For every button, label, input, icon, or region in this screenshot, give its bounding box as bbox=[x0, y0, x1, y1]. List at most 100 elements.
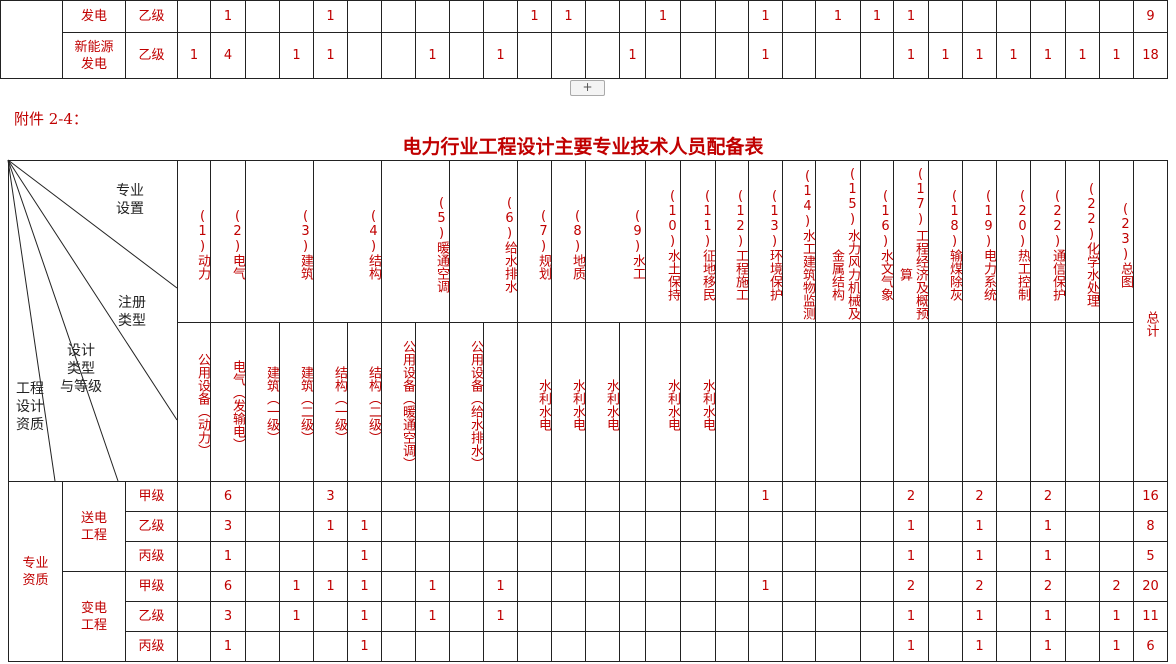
value-cell: 1 bbox=[893, 541, 929, 572]
group-number: (19) bbox=[981, 188, 996, 249]
group-name: 地质 bbox=[570, 254, 585, 280]
grade-cell: 乙级 bbox=[125, 32, 178, 79]
value-cell: 1 bbox=[962, 541, 997, 572]
empty-cell bbox=[177, 0, 211, 33]
value-cell: 1 bbox=[1030, 601, 1066, 632]
value-cell: 1 bbox=[313, 32, 348, 79]
value-cell: 1 bbox=[347, 601, 382, 632]
empty-cell bbox=[619, 631, 646, 662]
value-cell: 1 bbox=[210, 631, 246, 662]
section-line: 工程 bbox=[80, 617, 107, 633]
value-cell: 1 bbox=[893, 32, 929, 79]
group-header: (18) 输煤除灰 bbox=[928, 160, 963, 323]
section-line: 工程 bbox=[80, 527, 107, 543]
empty-cell bbox=[1099, 541, 1134, 572]
empty-cell bbox=[715, 0, 749, 33]
value-cell: 2 bbox=[1030, 481, 1066, 512]
category-line: 发电 bbox=[80, 9, 107, 24]
empty-cell bbox=[245, 601, 280, 632]
group-name: 动力 bbox=[195, 254, 210, 280]
empty-cell bbox=[415, 0, 450, 33]
corner-line: 类型 bbox=[67, 361, 95, 377]
empty-cell bbox=[1099, 481, 1134, 512]
group-number: (22) bbox=[1084, 182, 1099, 242]
empty-cell bbox=[715, 601, 749, 632]
empty-cell bbox=[585, 571, 620, 602]
group-number: (7) bbox=[536, 209, 551, 254]
group-header: (3) 建筑 bbox=[245, 160, 314, 323]
empty-cell bbox=[245, 0, 280, 33]
empty-cell bbox=[680, 631, 716, 662]
empty-cell bbox=[996, 481, 1031, 512]
group-header: (13) 环境保护 bbox=[748, 160, 783, 323]
value-cell: 1 bbox=[347, 571, 382, 602]
empty-cell bbox=[715, 571, 749, 602]
group-name: 通信保护 bbox=[1050, 248, 1065, 301]
empty-cell bbox=[928, 631, 963, 662]
value-cell: 1 bbox=[483, 571, 518, 602]
empty-cell bbox=[483, 511, 518, 542]
sub-header bbox=[893, 322, 929, 482]
group-header: (1) 动力 bbox=[177, 160, 211, 323]
empty-cell bbox=[381, 511, 416, 542]
section-line: 变电 bbox=[80, 600, 107, 616]
group-header: (16) 水文气象 bbox=[860, 160, 894, 323]
category-cell: 发电 bbox=[62, 0, 126, 33]
value-cell: 1 bbox=[279, 32, 314, 79]
value-cell: 1 bbox=[347, 631, 382, 662]
empty-cell bbox=[815, 601, 861, 632]
group-header: (17) 工程经济及概预算 bbox=[893, 160, 929, 323]
group-name: 电力系统 bbox=[981, 248, 996, 301]
empty-cell bbox=[645, 541, 681, 572]
blank-cell bbox=[0, 0, 63, 79]
group-header: (11) 征地移民 bbox=[680, 160, 716, 323]
value-cell: 4 bbox=[210, 32, 246, 79]
corner-line: 类型 bbox=[118, 313, 146, 329]
value-cell: 16 bbox=[1133, 481, 1168, 512]
group-number: (13) bbox=[767, 188, 782, 249]
value-cell: 1 bbox=[962, 511, 997, 542]
value-cell: 2 bbox=[893, 481, 929, 512]
sub-header: 电气（发输电） bbox=[210, 322, 246, 482]
empty-cell bbox=[815, 511, 861, 542]
empty-cell bbox=[279, 631, 314, 662]
empty-cell bbox=[860, 511, 894, 542]
section-cell: 送电 工程 bbox=[62, 481, 126, 572]
empty-cell bbox=[585, 0, 620, 33]
group-name: 水工 bbox=[630, 254, 645, 280]
value-cell: 1 bbox=[347, 511, 382, 542]
empty-cell bbox=[782, 481, 816, 512]
value-cell: 1 bbox=[893, 601, 929, 632]
expand-button[interactable]: + bbox=[570, 80, 605, 96]
sub-header: 水利水电 bbox=[551, 322, 586, 482]
empty-cell bbox=[449, 631, 484, 662]
empty-cell bbox=[928, 601, 963, 632]
empty-cell bbox=[619, 511, 646, 542]
group-number: (18) bbox=[947, 188, 962, 249]
sub-header bbox=[782, 322, 816, 482]
value-cell: 11 bbox=[1133, 601, 1168, 632]
empty-cell bbox=[748, 601, 783, 632]
corner-label: 工程 设计 资质 bbox=[16, 380, 44, 434]
empty-cell bbox=[680, 32, 716, 79]
empty-cell bbox=[551, 601, 586, 632]
total-header: 总计 bbox=[1133, 160, 1168, 482]
empty-cell bbox=[860, 631, 894, 662]
empty-cell bbox=[1099, 511, 1134, 542]
group-number: (22) bbox=[1050, 188, 1065, 249]
corner-label: 设计 类型 与等级 bbox=[60, 342, 102, 396]
empty-cell bbox=[483, 631, 518, 662]
empty-cell bbox=[483, 0, 518, 33]
empty-cell bbox=[1065, 571, 1100, 602]
corner-label: 专业 设置 bbox=[116, 182, 144, 218]
empty-cell bbox=[1065, 511, 1100, 542]
empty-cell bbox=[551, 571, 586, 602]
group-header: (22) 通信保护 bbox=[1030, 160, 1066, 323]
empty-cell bbox=[585, 541, 620, 572]
empty-cell bbox=[449, 601, 484, 632]
grade-cell: 甲级 bbox=[125, 481, 178, 512]
empty-cell bbox=[585, 631, 620, 662]
empty-cell bbox=[962, 0, 997, 33]
group-number: (6) bbox=[502, 196, 517, 241]
group-name: 暖通空调 bbox=[434, 241, 449, 293]
